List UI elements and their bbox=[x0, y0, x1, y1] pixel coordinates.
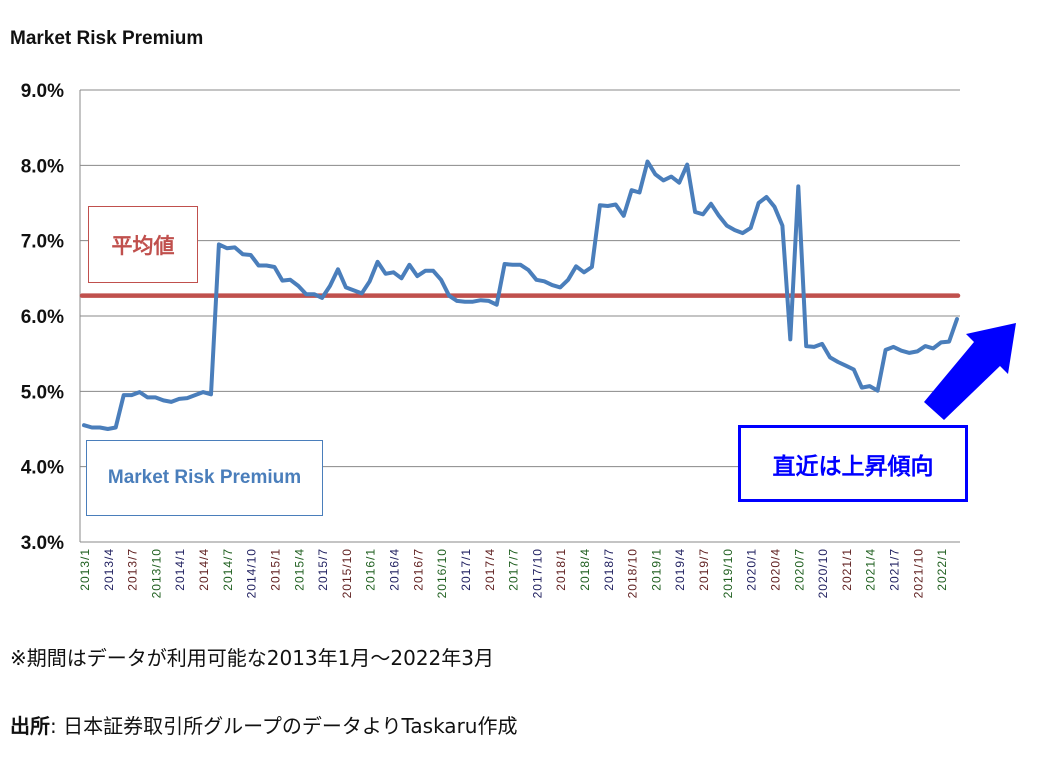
y-tick-label: 7.0% bbox=[21, 232, 64, 253]
y-tick-label: 3.0% bbox=[21, 533, 64, 554]
x-tick-label: 2019/4 bbox=[673, 548, 687, 591]
x-tick-label: 2017/1 bbox=[459, 548, 473, 591]
y-tick-label: 9.0% bbox=[21, 81, 64, 102]
x-tick-label: 2018/4 bbox=[578, 548, 592, 591]
y-tick-label: 8.0% bbox=[21, 156, 64, 177]
y-tick-label: 4.0% bbox=[21, 458, 64, 479]
x-tick-label: 2014/1 bbox=[173, 548, 187, 591]
x-tick-label: 2017/4 bbox=[483, 548, 497, 591]
x-tick-label: 2019/10 bbox=[721, 548, 735, 598]
x-tick-label: 2017/7 bbox=[507, 548, 521, 591]
trend-arrow-icon bbox=[924, 323, 1016, 420]
trend-label-box: 直近は上昇傾向 bbox=[738, 425, 968, 502]
x-tick-label: 2015/10 bbox=[340, 548, 354, 598]
source-text: : 日本証券取引所グループのデータよりTaskaru作成 bbox=[50, 714, 518, 738]
x-tick-label: 2017/10 bbox=[530, 548, 544, 598]
series-label: Market Risk Premium bbox=[107, 467, 302, 488]
x-tick-label: 2021/7 bbox=[888, 548, 902, 591]
x-tick-label: 2013/7 bbox=[126, 548, 140, 591]
chart-title: Market Risk Premium bbox=[10, 28, 204, 49]
x-tick-label: 2016/7 bbox=[411, 548, 425, 591]
gridlines bbox=[79, 89, 960, 543]
x-tick-label: 2021/1 bbox=[840, 548, 854, 591]
x-tick-label: 2015/4 bbox=[292, 548, 306, 591]
x-tick-label: 2020/1 bbox=[745, 548, 759, 591]
average-label: 平均値 bbox=[111, 233, 175, 258]
average-label-box: 平均値 bbox=[88, 206, 198, 283]
x-tick-label: 2019/7 bbox=[697, 548, 711, 591]
line-chart: 3.0%4.0%5.0%6.0%7.0%8.0%9.0% 2013/1 2013/… bbox=[21, 81, 1016, 598]
x-tick-label: 2016/10 bbox=[435, 548, 449, 598]
y-tick-label: 5.0% bbox=[21, 382, 64, 403]
trend-label: 直近は上昇傾向 bbox=[772, 453, 934, 480]
y-tick-label: 6.0% bbox=[21, 307, 64, 328]
x-tick-label: 2019/1 bbox=[649, 548, 663, 591]
x-tick-label: 2021/10 bbox=[911, 548, 925, 598]
x-tick-label: 2016/1 bbox=[364, 548, 378, 591]
x-tick-label: 2014/10 bbox=[245, 548, 259, 598]
series-label-box: Market Risk Premium bbox=[86, 440, 323, 516]
x-tick-label: 2020/10 bbox=[816, 548, 830, 598]
x-tick-label: 2014/7 bbox=[221, 548, 235, 591]
source-prefix: 出所 bbox=[10, 714, 50, 738]
x-tick-label: 2014/4 bbox=[197, 548, 211, 591]
x-tick-label: 2018/10 bbox=[626, 548, 640, 598]
x-tick-label: 2013/10 bbox=[149, 548, 163, 598]
x-tick-label: 2020/7 bbox=[792, 548, 806, 591]
x-tick-label: 2021/4 bbox=[864, 548, 878, 591]
market-risk-premium-line bbox=[82, 159, 959, 431]
y-axis-ticks: 3.0% 4.0% 5.0% 6.0% 7.0% 8.0% 9.0% bbox=[21, 81, 64, 554]
x-tick-label: 2020/4 bbox=[768, 548, 782, 591]
x-tick-label: 2022/1 bbox=[935, 548, 949, 591]
period-note: ※期間はデータが利用可能な2013年1月～2022年3月 bbox=[10, 646, 495, 670]
x-tick-label: 2016/4 bbox=[388, 548, 402, 591]
x-tick-label: 2013/1 bbox=[78, 548, 92, 591]
x-tick-label: 2015/1 bbox=[268, 548, 282, 591]
x-tick-label: 2018/1 bbox=[554, 548, 568, 591]
x-tick-label: 2015/7 bbox=[316, 548, 330, 591]
x-tick-label: 2013/4 bbox=[102, 548, 116, 591]
source-note: 出所: 日本証券取引所グループのデータよりTaskaru作成 bbox=[10, 710, 517, 739]
x-tick-label: 2018/7 bbox=[602, 548, 616, 591]
x-axis-ticks: 2013/1 2013/4 2013/7 2013/10 2014/1 2014/4 201… bbox=[78, 548, 949, 598]
